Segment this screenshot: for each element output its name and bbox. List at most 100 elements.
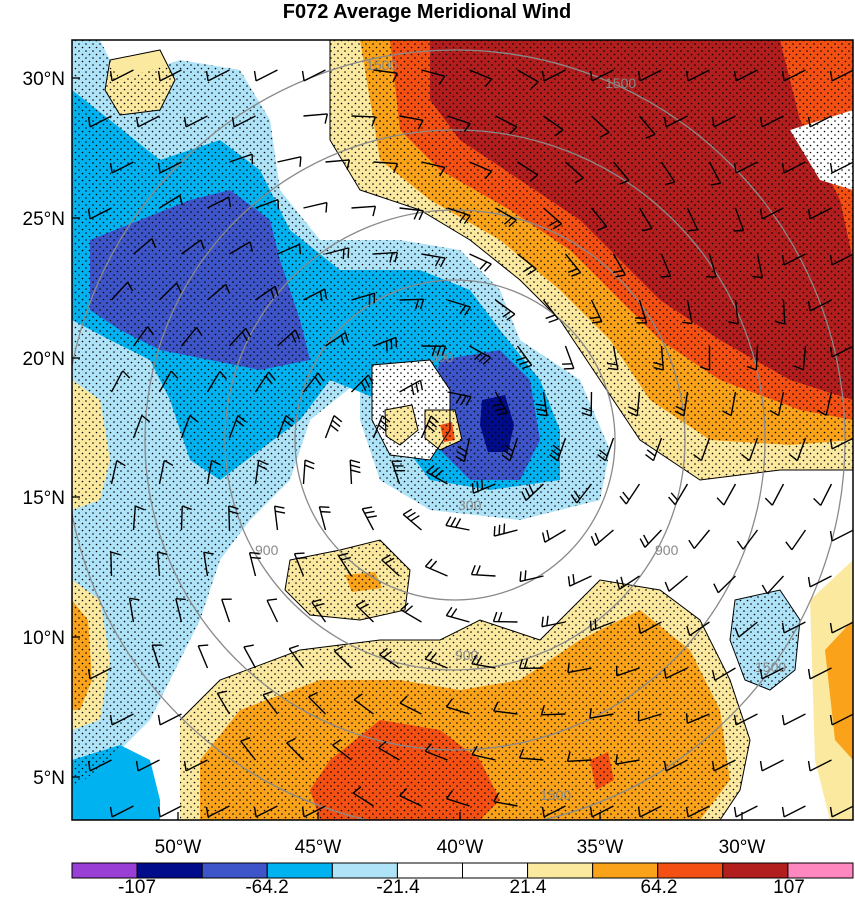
wind-barb (445, 516, 470, 531)
wind-barb (543, 207, 563, 230)
wind-barb (183, 115, 208, 128)
wind-barb (493, 701, 518, 715)
wind-barb (332, 739, 352, 761)
wind-barb (109, 161, 134, 174)
wind-barb (686, 621, 710, 637)
wind-barb (87, 115, 112, 128)
wind-barb (301, 805, 326, 818)
wind-barb (699, 345, 711, 371)
wind-barb (817, 391, 833, 417)
lat-tick-10n: 10°N (23, 628, 65, 649)
wind-barb (612, 253, 626, 278)
wind-barb (351, 115, 377, 127)
wind-barb (135, 759, 160, 772)
wind-barb (793, 345, 807, 371)
wind-barb (424, 743, 448, 761)
wind-barb (734, 621, 758, 638)
wind-barb (566, 751, 592, 762)
lon-tick-50w: 50°W (155, 837, 202, 858)
wind-barb (87, 667, 112, 680)
wind-barb (741, 437, 759, 462)
ring-label-1500-bottom: 1500 (540, 787, 571, 803)
wind-barb (517, 161, 539, 182)
wind-barb (132, 505, 145, 531)
wind-barb (229, 241, 254, 255)
wind-barb (789, 437, 807, 462)
wind-barb (688, 529, 711, 549)
wind-barb (399, 298, 425, 310)
wind-barb (110, 459, 126, 485)
wind-barb (277, 156, 302, 167)
wind-barb (350, 374, 374, 393)
wind-barb (180, 326, 203, 347)
contour-lines (104, 40, 853, 820)
wind-barb (693, 437, 711, 462)
wind-barb (87, 759, 112, 772)
wind-barb (570, 483, 593, 504)
wind-barb (229, 153, 254, 165)
wind-barb (445, 606, 470, 623)
wind-barb (759, 115, 784, 128)
wind-barb (273, 505, 286, 531)
wind-barb (277, 329, 301, 347)
wind-barb (325, 332, 349, 347)
wind-barb (774, 299, 786, 325)
wind-barb (132, 414, 151, 439)
wind-barb (373, 161, 399, 174)
wind-barb (660, 253, 672, 278)
colorbar-label-neg21: -21.4 (376, 877, 420, 898)
wind-barb (157, 69, 182, 82)
wind-barb (637, 710, 662, 722)
wind-barb (109, 713, 134, 726)
wind-barb (373, 251, 399, 263)
wind-barb (781, 805, 806, 818)
wind-barb (424, 558, 448, 577)
wind-barb (518, 658, 544, 670)
ring-label-300-bottom: 300 (458, 497, 482, 513)
wind-barb (325, 247, 350, 260)
wind-barb (87, 207, 112, 220)
wind-barb (686, 207, 699, 232)
wind-barb (829, 345, 853, 358)
wind-barb (469, 253, 492, 272)
wind-barb (589, 805, 614, 818)
wind-barb (615, 665, 640, 677)
wind-barb (254, 371, 276, 393)
wind-barb (589, 299, 603, 324)
wind-barb (402, 508, 422, 531)
wind-barb (424, 650, 448, 669)
wind-barb (253, 805, 278, 818)
wind-barb (337, 552, 353, 577)
wind-barb (829, 69, 853, 82)
longitude-axis: 50°W 45°W 40°W 35°W 30°W (155, 812, 765, 858)
wind-barb (615, 754, 640, 765)
wind-barb (517, 69, 539, 90)
wind-barb (110, 551, 121, 577)
wind-barb (663, 667, 688, 679)
wind-barb (286, 737, 304, 761)
ring-label-1500-right: 1500 (755, 659, 786, 675)
wind-barb (635, 299, 648, 324)
wind-barb (612, 161, 630, 185)
wind-barb (829, 161, 853, 174)
lat-tick-5n: 5°N (33, 768, 65, 789)
wind-barb (590, 529, 614, 547)
wind-barbs (87, 69, 853, 818)
wind-barb (542, 299, 559, 324)
wind-barb (769, 391, 785, 417)
wind-barb (722, 391, 737, 417)
wind-barb (248, 552, 261, 577)
wind-barb (447, 207, 471, 224)
wind-barb (205, 69, 230, 82)
wind-barb (158, 282, 182, 301)
wind-barb (205, 805, 230, 818)
wind-barb (716, 483, 737, 506)
wind-barb (421, 345, 447, 356)
wind-barb (495, 115, 518, 135)
wind-barb (420, 415, 439, 439)
wind-barb (829, 621, 853, 634)
wind-barb (653, 345, 665, 371)
wind-barb (216, 690, 231, 715)
wind-barb (759, 667, 784, 680)
